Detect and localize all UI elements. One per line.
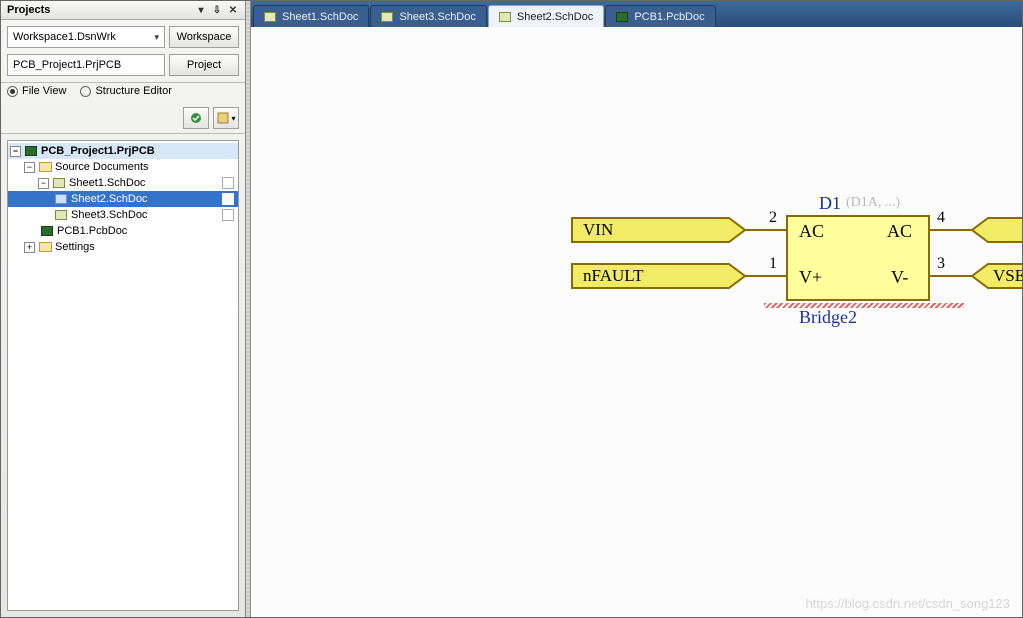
tree-sheet2[interactable]: Sheet2.SchDoc [8,191,238,207]
component-name[interactable]: Bridge2 [799,307,857,328]
compile-button[interactable] [183,107,209,129]
chevron-down-icon: ▾ [154,32,159,43]
wire[interactable] [743,275,787,277]
wire[interactable] [743,229,787,231]
expand-icon[interactable]: − [24,162,35,173]
schematic-icon [499,12,511,22]
pcb-icon [616,12,628,22]
doc-icon [222,193,234,205]
tab-sheet2[interactable]: Sheet2.SchDoc [488,5,604,27]
tree-root[interactable]: − PCB_Project1.PrjPCB [8,143,238,159]
port-vset[interactable]: VSET [971,263,1022,289]
wire[interactable] [929,275,973,277]
dropdown-icon[interactable]: ▾ [195,4,207,16]
panel-title: Projects [7,4,50,16]
project-button[interactable]: Project [169,54,239,76]
tab-sheet1[interactable]: Sheet1.SchDoc [253,5,369,27]
chevron-down-icon: ▾ [231,114,235,123]
tree-pcb1[interactable]: PCB1.PcbDoc [8,223,238,239]
pin-number: 1 [769,255,777,273]
error-squiggle [764,303,964,308]
panel-filters: Workspace1.DsnWrk ▾ Workspace PCB_Projec… [1,20,245,83]
pin-number: 4 [937,209,945,227]
project-tree[interactable]: − PCB_Project1.PrjPCB − Source Documents… [7,140,239,611]
project-value: PCB_Project1.PrjPCB [13,59,121,71]
pin-number: 2 [769,209,777,227]
tree-settings[interactable]: + Settings [8,239,238,255]
expand-icon[interactable]: − [38,178,49,189]
expand-icon[interactable]: − [10,146,21,157]
watermark: https://blog.csdn.net/csdn_song123 [805,596,1010,611]
port-vout[interactable]: VOUT [971,217,1022,243]
tab-sheet3[interactable]: Sheet3.SchDoc [370,5,486,27]
structure-editor-radio[interactable]: Structure Editor [80,85,171,97]
pin-icon[interactable]: ⇩ [211,4,223,16]
radio-icon [80,86,91,97]
tree-source-documents[interactable]: − Source Documents [8,159,238,175]
schematic-content: D1 (D1A, ...) 2 1 4 3 AC AC V+ V- Bridge… [571,197,1022,347]
options-button[interactable]: ▾ [213,107,239,129]
doc-icon [222,209,234,221]
designator[interactable]: D1 [819,193,841,214]
document-tabbar: Sheet1.SchDoc Sheet3.SchDoc Sheet2.SchDo… [251,1,1022,27]
designator-ghost: (D1A, ...) [846,195,900,211]
pin-number: 3 [937,255,945,273]
projects-panel: Projects ▾ ⇩ ✕ Workspace1.DsnWrk ▾ Works… [1,1,246,617]
schematic-icon [264,12,276,22]
port-vin[interactable]: VIN [571,217,746,243]
main-area: Sheet1.SchDoc Sheet3.SchDoc Sheet2.SchDo… [251,1,1022,617]
wire[interactable] [929,229,973,231]
radio-icon [7,86,18,97]
panel-header: Projects ▾ ⇩ ✕ [1,1,245,20]
project-combo[interactable]: PCB_Project1.PrjPCB [7,54,165,76]
port-nfault[interactable]: nFAULT [571,263,746,289]
file-view-radio[interactable]: File View [7,85,66,97]
workspace-button[interactable]: Workspace [169,26,239,48]
pin-label: AC [887,221,912,242]
tree-sheet3[interactable]: Sheet3.SchDoc [8,207,238,223]
pin-label: V+ [799,267,822,288]
tree-sheet1[interactable]: − Sheet1.SchDoc [8,175,238,191]
expand-icon[interactable]: + [24,242,35,253]
tab-pcb1[interactable]: PCB1.PcbDoc [605,5,715,27]
panel-toolbar: ▾ [1,103,245,134]
pin-label: AC [799,221,824,242]
workspace-combo[interactable]: Workspace1.DsnWrk ▾ [7,26,165,48]
doc-icon [222,177,234,189]
schematic-canvas[interactable]: D1 (D1A, ...) 2 1 4 3 AC AC V+ V- Bridge… [251,27,1022,617]
pin-label: V- [891,267,908,288]
view-mode-radios: File View Structure Editor [1,83,245,103]
workspace-value: Workspace1.DsnWrk [13,31,116,43]
close-icon[interactable]: ✕ [227,4,239,16]
schematic-icon [381,12,393,22]
